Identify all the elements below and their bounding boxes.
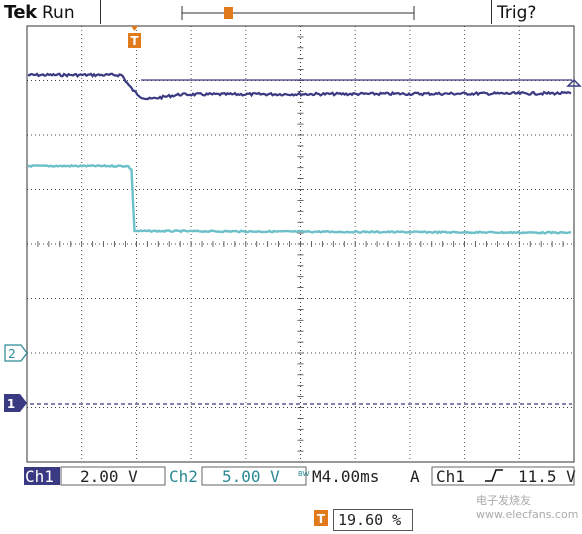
ch1-marker-label: 1	[7, 397, 15, 411]
ch2-marker-label: 2	[8, 347, 16, 361]
trigger-position-marker: T	[128, 26, 141, 48]
ch1-label-box	[24, 467, 60, 485]
trigger-marker-letter: T	[130, 34, 139, 48]
ch2-scale-box	[201, 466, 307, 486]
ch1-scale: 2.00 V	[80, 467, 138, 486]
status-separator	[100, 0, 101, 24]
trigger-position-icon-letter: T	[317, 512, 326, 526]
acquisition-status: Run	[42, 3, 75, 23]
watermark: 电子发烧友 www.elecfans.com	[476, 494, 579, 521]
bandwidth-limit-badge: BW	[298, 470, 310, 478]
ch2-ground-marker[interactable]: 2	[4, 344, 28, 362]
ch1-ground-marker[interactable]: 1	[4, 394, 27, 412]
graticule-grid	[26, 25, 575, 463]
ch1-scale-box	[60, 466, 166, 486]
brand-label: Tek	[4, 2, 37, 23]
trigger-level: 11.5 V	[518, 467, 576, 486]
ch2-scale: 5.00 V	[222, 467, 280, 486]
ch1-label: Ch1	[25, 467, 54, 486]
ch2-label: Ch2	[169, 467, 198, 486]
trigger-status: Trig?	[497, 3, 537, 23]
status-separator	[491, 0, 492, 24]
timebase-readout: M4.00ms	[312, 467, 380, 486]
trigger-readout-box	[431, 466, 575, 486]
trigger-source: Ch1	[436, 467, 465, 486]
trigger-position-icon	[314, 510, 328, 526]
trigger-mode: A	[410, 467, 420, 486]
ch2-waveform	[28, 163, 572, 235]
rising-edge-icon	[485, 469, 503, 482]
record-position-indicator	[181, 6, 415, 20]
trigger-level-arrow	[566, 78, 582, 87]
status-bar: Tek Run Trig?	[0, 0, 582, 26]
trigger-position-readout: 19.60 %	[333, 509, 413, 531]
ch1-waveform	[27, 72, 572, 101]
